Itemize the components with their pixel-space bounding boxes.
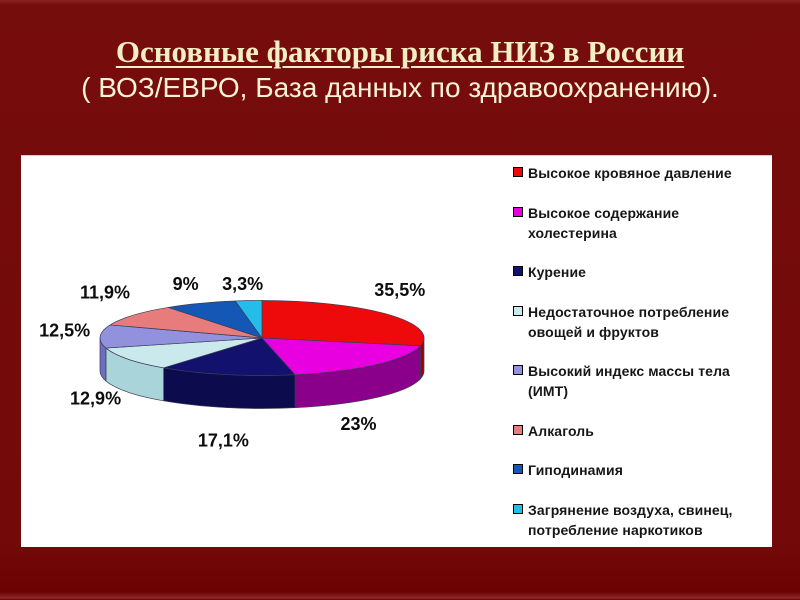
legend-swatch <box>513 305 523 316</box>
legend-item: Загрянение воздуха, свинец, потребление … <box>513 500 765 540</box>
pie-slice-label: 11,9% <box>80 282 130 302</box>
legend-item: Недостаточное потребление овощей и фрукт… <box>513 302 765 342</box>
legend-label: Загрянение воздуха, свинец, потребление … <box>528 501 733 538</box>
legend-swatch <box>513 206 523 217</box>
legend-swatch <box>513 424 523 435</box>
legend-label: Алкаголь <box>528 422 594 439</box>
slide-subtitle: ( ВОЗ/ЕВРО, База данных по здравоохранен… <box>81 72 719 103</box>
legend-label: Гиподинамия <box>528 462 623 479</box>
pie-slice <box>234 300 263 340</box>
pie-slice-label: 3,3% <box>222 274 263 294</box>
pie-slice-label: 12,5% <box>39 320 90 340</box>
legend-label: Высокий индекс массы тела (ИМТ) <box>528 363 730 400</box>
legend-item: Высокое содержание холестерина <box>513 203 765 243</box>
pie-slice <box>109 307 263 339</box>
legend-item: Алкаголь <box>513 421 765 441</box>
legend-label: Высокое кровяное давление <box>528 165 732 181</box>
legend-swatch <box>513 464 523 475</box>
slide-header: Основные факторы риска НИЗ в России ( ВО… <box>0 34 800 105</box>
pie-slice <box>261 337 422 376</box>
legend-swatch <box>513 365 523 376</box>
legend-label: Недостаточное потребление овощей и фрукт… <box>528 303 730 340</box>
legend-swatch <box>513 167 523 177</box>
legend-label: Высокое содержание холестерина <box>528 204 680 241</box>
pie-slice-label: 17,1% <box>198 430 249 450</box>
legend-item: Высокий индекс массы тела (ИМТ) <box>513 361 765 401</box>
chart-legend: Высокое кровяное давление Высокое содержа… <box>513 163 765 540</box>
pie-slice <box>99 324 263 349</box>
pie-slice <box>261 300 425 347</box>
pie-slice-label: 12,9% <box>70 388 121 408</box>
pie-slice <box>163 337 296 376</box>
legend-swatch <box>513 503 523 514</box>
legend-item: Курение <box>513 262 765 282</box>
pie-slice <box>105 337 263 369</box>
pie-slice-label: 23% <box>341 414 377 434</box>
pie-slice-label: 9% <box>173 274 199 294</box>
legend-swatch <box>513 266 523 277</box>
legend-item: Высокое кровяное давление <box>513 163 765 183</box>
pie-chart: 35,5% 23% 17,1% 12,9% 12,5% 11,9% 9% 3,3% <box>39 274 425 451</box>
legend-label: Курение <box>528 264 587 281</box>
slide-title: Основные факторы риска НИЗ в России <box>115 34 685 69</box>
pie-slice-label: 35,5% <box>374 280 425 300</box>
legend-item: Гиподинамия <box>513 460 765 480</box>
chart-panel: 35,5% 23% 17,1% 12,9% 12,5% 11,9% 9% 3,3% Высок… <box>21 155 772 547</box>
